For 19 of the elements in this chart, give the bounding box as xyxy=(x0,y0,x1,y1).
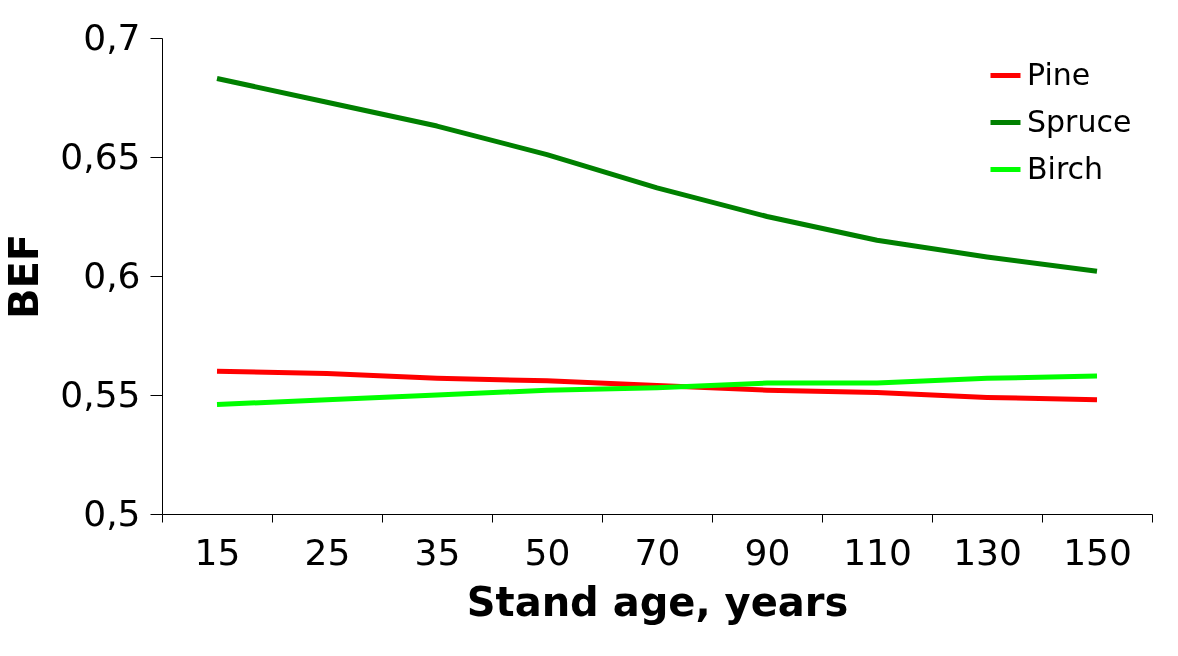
x-tick-label: 15 xyxy=(194,531,241,573)
x-axis-title: Stand age, years xyxy=(466,578,849,625)
x-tick-label: 130 xyxy=(953,531,1022,573)
y-tick-label: 0,5 xyxy=(83,492,141,534)
y-tick-label: 0,7 xyxy=(83,16,141,58)
x-tick-label: 35 xyxy=(414,531,461,573)
x-tick-label: 70 xyxy=(634,531,681,573)
legend-label: Pine xyxy=(1027,56,1091,92)
y-tick-label: 0,6 xyxy=(83,254,141,296)
y-tick-label: 0,65 xyxy=(60,135,141,177)
x-tick-label: 25 xyxy=(304,531,351,573)
legend-label: Birch xyxy=(1027,150,1104,186)
x-tick-label: 50 xyxy=(524,531,571,573)
y-axis-title: BEF xyxy=(1,233,48,320)
x-tick-label: 110 xyxy=(843,531,912,573)
legend-label: Spruce xyxy=(1027,103,1132,139)
x-tick-label: 90 xyxy=(744,531,791,573)
x-tick-label: 150 xyxy=(1063,531,1132,573)
y-tick-label: 0,55 xyxy=(60,373,141,415)
